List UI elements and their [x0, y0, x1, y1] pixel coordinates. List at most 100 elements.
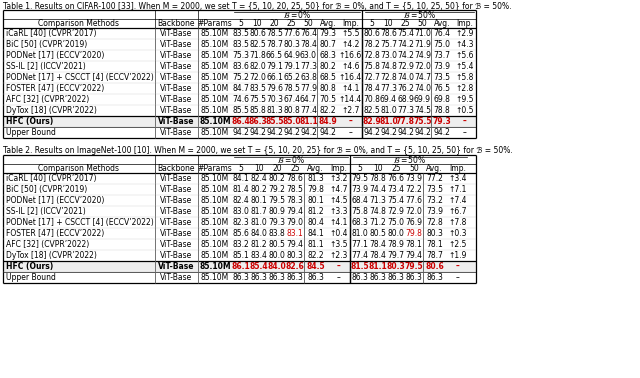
- Text: 85.10M: 85.10M: [201, 40, 229, 49]
- Text: ViT-Base: ViT-Base: [158, 262, 195, 271]
- Text: Comparison Methods: Comparison Methods: [38, 164, 120, 173]
- Text: 83.2: 83.2: [232, 240, 250, 249]
- Text: 69.9: 69.9: [414, 95, 431, 104]
- Text: 73.9: 73.9: [433, 62, 451, 71]
- Text: 20: 20: [272, 164, 282, 173]
- Text: 78.9: 78.9: [388, 240, 404, 249]
- Text: 72.8: 72.8: [426, 218, 443, 227]
- Text: 84.1: 84.1: [232, 174, 250, 183]
- Text: 79.3: 79.3: [269, 218, 285, 227]
- Text: 80.3: 80.3: [283, 40, 300, 49]
- Text: 86.3: 86.3: [351, 273, 369, 282]
- Text: BiC [50] (CVPR’2019): BiC [50] (CVPR’2019): [6, 40, 87, 49]
- Text: HFC (Ours): HFC (Ours): [6, 262, 53, 271]
- Text: 83.5: 83.5: [232, 29, 249, 38]
- Text: iCaRL [40] (CVPR’2017): iCaRL [40] (CVPR’2017): [6, 29, 97, 38]
- Text: 78.8: 78.8: [434, 106, 451, 115]
- Text: 77.2: 77.2: [426, 174, 443, 183]
- Text: 81.0: 81.0: [351, 229, 369, 238]
- Text: 74.2: 74.2: [397, 40, 414, 49]
- Text: 73.5: 73.5: [433, 73, 451, 82]
- Text: ViT-Base: ViT-Base: [161, 29, 193, 38]
- Text: 86.3: 86.3: [232, 273, 250, 282]
- Text: 20: 20: [269, 19, 279, 28]
- Text: 86.3: 86.3: [369, 273, 387, 282]
- Text: 94.2: 94.2: [283, 128, 300, 137]
- Text: 78.5: 78.5: [283, 84, 300, 93]
- Text: 82.4: 82.4: [251, 174, 268, 183]
- Text: 71.8: 71.8: [249, 51, 266, 60]
- Text: Upper Bound: Upper Bound: [6, 128, 56, 137]
- Text: 74.0: 74.0: [397, 73, 414, 82]
- Text: 74.8: 74.8: [369, 207, 387, 216]
- Text: $\mathcal{B}=0\%$: $\mathcal{B}=0\%$: [283, 9, 311, 20]
- Text: 77.4: 77.4: [351, 251, 369, 260]
- Text: ↑5.6: ↑5.6: [455, 51, 474, 60]
- Text: 76.4: 76.4: [300, 29, 317, 38]
- Text: 79.8: 79.8: [406, 229, 422, 238]
- Text: DyTox [18] (CVPR’2022): DyTox [18] (CVPR’2022): [6, 106, 97, 115]
- Text: 79.3: 79.3: [433, 117, 451, 126]
- Text: ↑0.5: ↑0.5: [455, 106, 474, 115]
- Text: 80.0: 80.0: [388, 229, 404, 238]
- Text: 74.9: 74.9: [414, 51, 431, 60]
- Text: FOSTER [47] (ECCV’2022): FOSTER [47] (ECCV’2022): [6, 84, 104, 93]
- Text: ViT-Base: ViT-Base: [161, 196, 193, 205]
- Text: 80.3: 80.3: [287, 251, 303, 260]
- Text: 85.10M: 85.10M: [201, 51, 229, 60]
- Text: ViT-Base: ViT-Base: [161, 240, 193, 249]
- Text: 75.7: 75.7: [380, 40, 397, 49]
- Text: ↑4.5: ↑4.5: [329, 196, 348, 205]
- Text: PODNet [17] (ECCV’2020): PODNet [17] (ECCV’2020): [6, 51, 104, 60]
- Text: 72.0: 72.0: [406, 207, 422, 216]
- Text: 80.9: 80.9: [269, 207, 285, 216]
- Text: 78.5: 78.5: [287, 185, 303, 194]
- Text: 80.6: 80.6: [363, 29, 380, 38]
- Text: 79.6: 79.6: [266, 84, 283, 93]
- Text: ViT-Base: ViT-Base: [161, 207, 193, 216]
- Text: 85.1: 85.1: [232, 251, 250, 260]
- Text: ↑4.3: ↑4.3: [455, 40, 474, 49]
- Text: 80.8: 80.8: [283, 106, 300, 115]
- Text: 82.3: 82.3: [232, 218, 250, 227]
- Text: ViT-Base: ViT-Base: [161, 251, 193, 260]
- Text: –: –: [349, 128, 353, 137]
- Text: ViT-Base: ViT-Base: [161, 84, 193, 93]
- Text: 78.1: 78.1: [426, 240, 443, 249]
- Text: 68.3: 68.3: [351, 218, 369, 227]
- Text: 72.9: 72.9: [397, 62, 414, 71]
- Text: ↑0.3: ↑0.3: [448, 229, 467, 238]
- Text: Backbone: Backbone: [157, 19, 195, 28]
- Text: Imp.: Imp.: [456, 19, 473, 28]
- Text: 79.0: 79.0: [287, 218, 303, 227]
- Bar: [3, 261, 476, 272]
- Text: SS-IL [2] (ICCV’2021): SS-IL [2] (ICCV’2021): [6, 207, 86, 216]
- Text: 71.9: 71.9: [414, 40, 431, 49]
- Text: 83.4: 83.4: [251, 251, 268, 260]
- Text: 86.3: 86.3: [251, 273, 268, 282]
- Text: Upper Bound: Upper Bound: [6, 273, 56, 282]
- Text: 84.5: 84.5: [306, 262, 325, 271]
- Text: ViT-Base: ViT-Base: [161, 128, 193, 137]
- Text: 50: 50: [418, 19, 428, 28]
- Text: 75.8: 75.8: [363, 62, 380, 71]
- Text: HFC (Ours): HFC (Ours): [6, 117, 53, 126]
- Text: 78.7: 78.7: [426, 251, 443, 260]
- Text: 77.3: 77.3: [380, 84, 397, 93]
- Text: 79.2: 79.2: [269, 185, 285, 194]
- Bar: [3, 116, 476, 127]
- Text: 80.2: 80.2: [251, 185, 268, 194]
- Text: 63.0: 63.0: [300, 51, 317, 60]
- Text: 80.3: 80.3: [426, 229, 443, 238]
- Text: ↑3.3: ↑3.3: [329, 207, 348, 216]
- Text: 86.3: 86.3: [406, 273, 422, 282]
- Text: 85.10M: 85.10M: [201, 207, 229, 216]
- Text: 5: 5: [238, 19, 243, 28]
- Text: 94.2: 94.2: [433, 128, 451, 137]
- Text: 85.8: 85.8: [249, 106, 266, 115]
- Text: Imp.: Imp.: [330, 164, 347, 173]
- Text: 94.2: 94.2: [380, 128, 397, 137]
- Text: 79.5: 79.5: [404, 262, 423, 271]
- Text: 10: 10: [254, 164, 264, 173]
- Text: ↑14.4: ↑14.4: [339, 95, 362, 104]
